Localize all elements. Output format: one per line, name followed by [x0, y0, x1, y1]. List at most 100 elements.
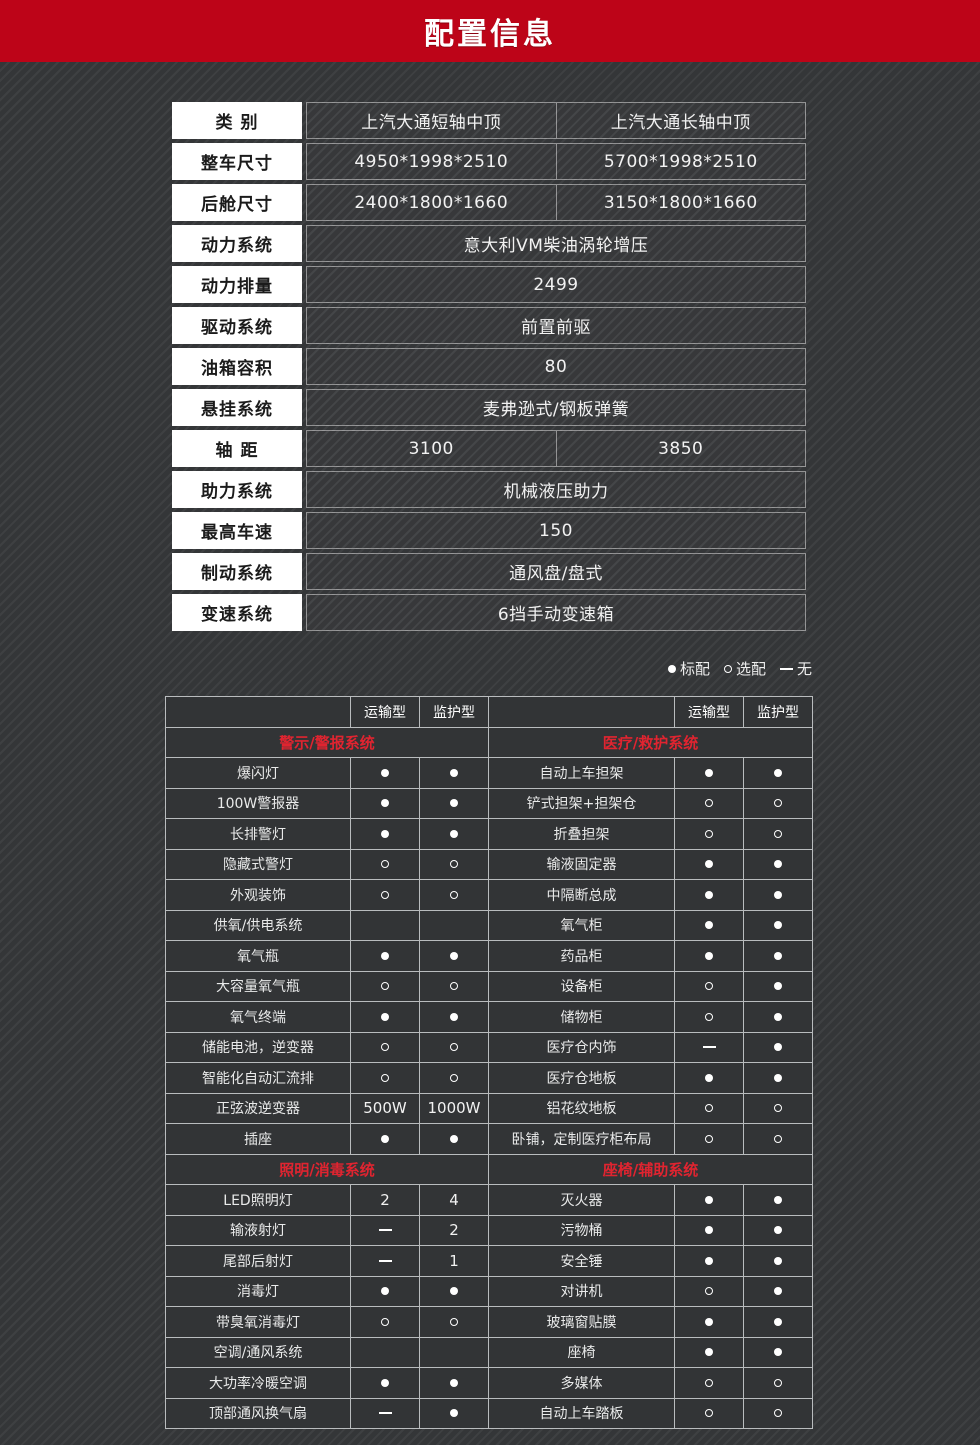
option-label: 折叠担架	[553, 826, 610, 843]
filled-circle-icon	[774, 982, 782, 991]
filled-circle-icon	[774, 1287, 782, 1296]
section-title: 警示/警报系统	[166, 727, 489, 757]
filled-circle-icon	[450, 829, 458, 838]
options-half-right: 污物桶	[489, 1215, 812, 1245]
filled-circle-icon	[450, 1134, 458, 1143]
filled-circle-icon	[705, 768, 713, 777]
options-half-left: 外观装饰	[166, 880, 489, 910]
open-circle-icon	[450, 860, 458, 869]
option-value	[419, 971, 488, 1001]
legend-standard-label: 标配	[679, 660, 710, 678]
option-value	[674, 1246, 743, 1276]
spec-row-values: 80	[306, 348, 806, 385]
option-value: 2	[419, 1215, 488, 1245]
spec-row: 驱动系统 前置前驱	[172, 307, 806, 344]
option-label: 医疗仓地板	[546, 1070, 617, 1087]
option-label: 供氧/供电系统	[213, 918, 303, 935]
spec-row-label: 最高车速	[172, 512, 302, 549]
open-circle-icon	[723, 664, 732, 673]
open-circle-icon	[450, 1043, 458, 1052]
option-value	[350, 880, 419, 910]
option-label: 大容量氧气瓶	[216, 979, 300, 996]
options-half-right: 氧气柜	[489, 910, 812, 940]
spec-cell: 3850	[555, 431, 806, 466]
option-value	[743, 1063, 812, 1093]
spec-cell: 4950*1998*2510	[354, 151, 509, 172]
spec-row-label: 悬挂系统	[172, 389, 302, 426]
open-circle-icon	[705, 1012, 713, 1021]
open-circle-icon	[381, 1073, 389, 1082]
option-value	[419, 1124, 488, 1154]
option-value	[350, 1215, 419, 1245]
option-label: 输液射灯	[230, 1223, 286, 1240]
filled-circle-icon	[450, 799, 458, 808]
option-value	[350, 819, 419, 849]
options-half-left: 氧气终端	[166, 1002, 489, 1032]
option-value: 4	[419, 1185, 488, 1215]
option-value	[674, 1276, 743, 1306]
spec-row-values: 机械液压助力	[306, 471, 806, 508]
option-label	[489, 697, 674, 727]
option-label: 隐藏式警灯	[223, 857, 293, 874]
options-half-right: 医疗仓地板	[489, 1063, 812, 1093]
option-label: 氧气瓶	[237, 948, 279, 965]
option-label: 插座	[244, 1131, 272, 1148]
options-half-left: 输液射灯 2	[166, 1215, 489, 1245]
spec-cell: 80	[544, 356, 568, 377]
spec-row: 动力系统 意大利VM柴油涡轮增压	[172, 225, 806, 262]
spec-row: 变速系统 6挡手动变速箱	[172, 594, 806, 631]
option-value	[674, 1215, 743, 1245]
option-label: 卧铺，定制医疗柜布局	[511, 1131, 652, 1148]
options-half-right: 中隔断总成	[489, 880, 812, 910]
options-half-left: 正弦波逆变器 500W 1000W	[166, 1093, 489, 1123]
option-column-header: 监护型	[743, 697, 812, 727]
option-value	[743, 1276, 812, 1306]
spec-row: 后舱尺寸 2400*1800*1660 3150*1800*1660	[172, 184, 806, 221]
options-item-row: 氧气瓶 药品柜	[166, 941, 812, 972]
spec-row: 助力系统 机械液压助力	[172, 471, 806, 508]
open-circle-icon	[381, 1043, 389, 1052]
options-half-right: 对讲机	[489, 1276, 812, 1306]
spec-row: 制动系统 通风盘/盘式	[172, 553, 806, 590]
spec-row-label: 变速系统	[172, 594, 302, 631]
option-label: 氧气终端	[230, 1009, 286, 1026]
filled-circle-icon	[774, 1073, 782, 1082]
option-value	[674, 1124, 743, 1154]
open-circle-icon	[381, 860, 389, 869]
spec-cell: 3150*1800*1660	[555, 185, 806, 220]
filled-circle-icon	[667, 664, 676, 673]
open-circle-icon	[774, 1378, 782, 1387]
spec-cell: 前置前驱	[521, 318, 591, 338]
spec-row-values: 前置前驱	[306, 307, 806, 344]
spec-row-values: 通风盘/盘式	[306, 553, 806, 590]
spec-cell: 150	[539, 520, 573, 541]
option-value	[743, 1185, 812, 1215]
open-circle-icon	[381, 1317, 389, 1326]
spec-row: 最高车速 150	[172, 512, 806, 549]
options-half-right: 药品柜	[489, 941, 812, 971]
option-value: 1	[419, 1246, 488, 1276]
option-label: 对讲机	[560, 1284, 603, 1301]
option-label: 长排警灯	[230, 826, 286, 843]
spec-row-label: 动力系统	[172, 225, 302, 262]
spec-row-values: 3100 3850	[306, 430, 806, 467]
options-half-right: 自动上车踏板	[489, 1398, 812, 1428]
open-circle-icon	[450, 1317, 458, 1326]
option-label: 药品柜	[560, 948, 603, 965]
option-value	[674, 941, 743, 971]
option-value	[350, 1246, 419, 1276]
option-label: 玻璃窗贴膜	[546, 1314, 617, 1331]
option-label: 消毒灯	[237, 1284, 279, 1301]
options-half-left: LED照明灯 2 4	[166, 1185, 489, 1215]
option-value	[743, 788, 812, 818]
options-item-row: 带臭氧消毒灯 玻璃窗贴膜	[166, 1307, 812, 1338]
option-value	[674, 1337, 743, 1367]
option-value	[419, 1398, 488, 1428]
option-value	[419, 941, 488, 971]
option-value	[419, 819, 488, 849]
options-half-left: 隐藏式警灯	[166, 849, 489, 879]
option-value	[419, 1307, 488, 1337]
option-value	[419, 910, 488, 940]
spec-row-label: 整车尺寸	[172, 143, 302, 180]
option-value	[350, 1368, 419, 1398]
